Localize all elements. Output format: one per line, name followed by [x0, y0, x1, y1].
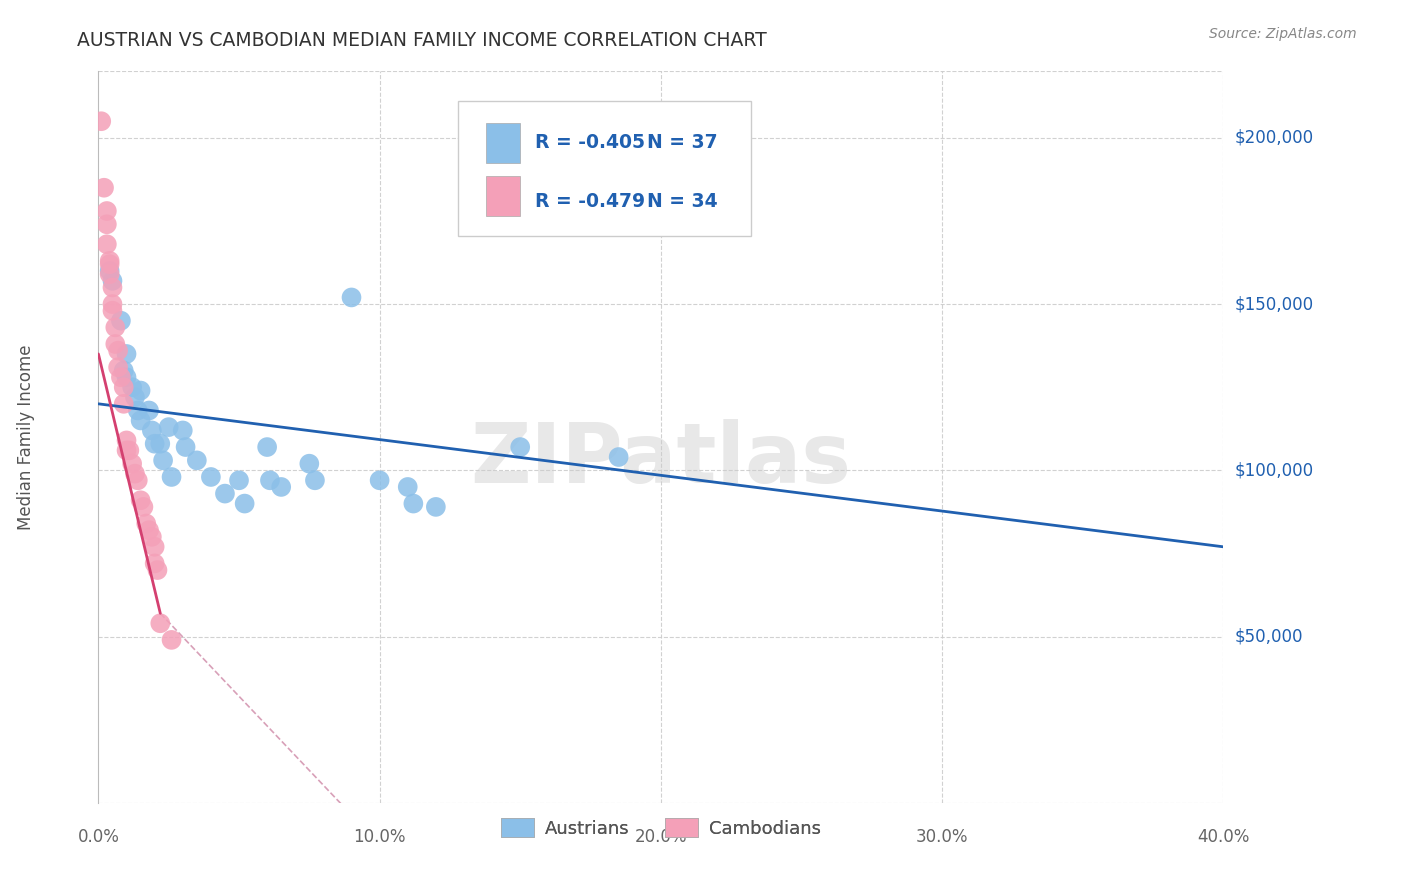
Point [118, 443, 141, 458]
Point [259, 473, 281, 487]
Text: 20.0%: 20.0% [634, 828, 688, 846]
Point [104, 320, 127, 334]
Point [124, 467, 146, 481]
Text: ZIPatlas: ZIPatlas [471, 418, 851, 500]
Point [101, 280, 124, 294]
Point [101, 297, 124, 311]
Text: N = 37: N = 37 [647, 133, 718, 152]
Point [129, 384, 152, 398]
Point [270, 480, 292, 494]
Point [298, 457, 321, 471]
Point [172, 424, 194, 438]
Text: $200,000: $200,000 [1234, 128, 1313, 147]
FancyBboxPatch shape [486, 176, 520, 216]
Text: $100,000: $100,000 [1234, 461, 1313, 479]
FancyBboxPatch shape [458, 101, 751, 236]
Point [143, 540, 166, 554]
Point [135, 516, 157, 531]
Point [101, 303, 124, 318]
Point [104, 337, 127, 351]
Text: N = 34: N = 34 [647, 192, 718, 211]
Point [152, 453, 174, 467]
FancyBboxPatch shape [486, 122, 520, 163]
Point [115, 370, 138, 384]
Point [160, 632, 183, 647]
Point [149, 436, 172, 450]
Point [228, 473, 250, 487]
Point [607, 450, 630, 464]
Point [115, 434, 138, 448]
Point [115, 443, 138, 458]
Point [90, 114, 112, 128]
Point [396, 480, 419, 494]
Text: Source: ZipAtlas.com: Source: ZipAtlas.com [1209, 27, 1357, 41]
Point [98, 264, 121, 278]
Text: $150,000: $150,000 [1234, 295, 1313, 313]
Text: AUSTRIAN VS CAMBODIAN MEDIAN FAMILY INCOME CORRELATION CHART: AUSTRIAN VS CAMBODIAN MEDIAN FAMILY INCO… [77, 31, 768, 50]
Text: 40.0%: 40.0% [1197, 828, 1250, 846]
Point [98, 267, 121, 281]
Point [98, 257, 121, 271]
Legend: Austrians, Cambodians: Austrians, Cambodians [494, 811, 828, 845]
Point [200, 470, 222, 484]
Point [143, 436, 166, 450]
Point [138, 523, 160, 537]
Point [174, 440, 197, 454]
Point [233, 497, 256, 511]
Point [110, 314, 132, 328]
Point [112, 397, 135, 411]
Point [96, 217, 118, 231]
Point [340, 290, 363, 304]
Text: $50,000: $50,000 [1234, 628, 1303, 646]
Point [146, 563, 169, 577]
Point [129, 493, 152, 508]
Point [368, 473, 391, 487]
Text: Median Family Income: Median Family Income [17, 344, 35, 530]
Point [115, 347, 138, 361]
Point [132, 500, 155, 514]
Point [96, 237, 118, 252]
Text: 0.0%: 0.0% [77, 828, 120, 846]
Text: R = -0.479: R = -0.479 [534, 192, 645, 211]
Point [304, 473, 326, 487]
Point [143, 557, 166, 571]
Point [127, 403, 149, 417]
Point [138, 403, 160, 417]
Text: 10.0%: 10.0% [353, 828, 406, 846]
Point [93, 180, 115, 194]
Point [96, 204, 118, 219]
Text: R = -0.405: R = -0.405 [534, 133, 645, 152]
Point [141, 424, 163, 438]
Point [124, 390, 146, 404]
Point [509, 440, 531, 454]
Point [121, 457, 143, 471]
Point [157, 420, 180, 434]
Point [107, 360, 129, 375]
Point [425, 500, 447, 514]
Point [112, 363, 135, 377]
Point [101, 274, 124, 288]
Point [214, 486, 236, 500]
Point [402, 497, 425, 511]
Text: 30.0%: 30.0% [915, 828, 969, 846]
Point [107, 343, 129, 358]
Point [110, 370, 132, 384]
Point [149, 616, 172, 631]
Point [112, 380, 135, 394]
Point [127, 473, 149, 487]
Point [160, 470, 183, 484]
Point [186, 453, 208, 467]
Point [129, 413, 152, 427]
Point [256, 440, 278, 454]
Point [98, 253, 121, 268]
Point [121, 380, 143, 394]
Point [141, 530, 163, 544]
